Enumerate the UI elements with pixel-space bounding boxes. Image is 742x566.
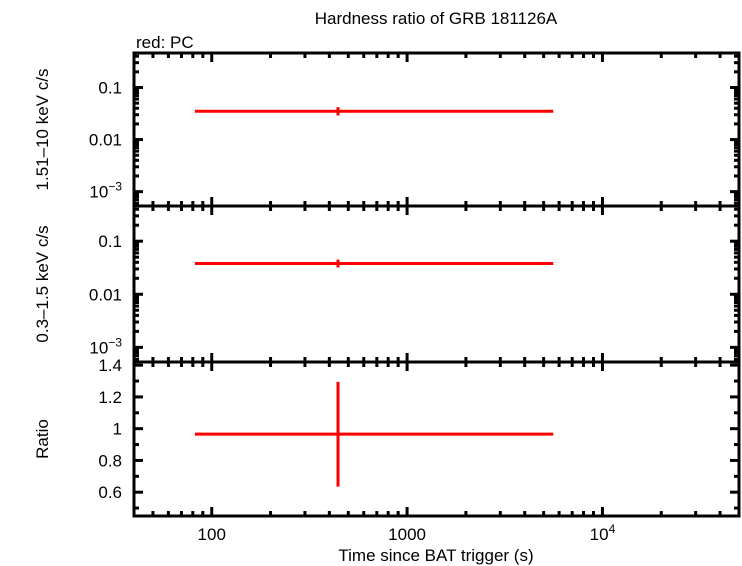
y-axis-label: 1.51–10 keV c/s [33,69,52,191]
y-axis-label: Ratio [33,419,52,459]
y-tick-label: 0.8 [98,451,122,470]
annotation-red-pc: red: PC [136,33,194,52]
chart-title: Hardness ratio of GRB 181126A [315,9,558,28]
y-tick-label: 0.01 [89,131,122,150]
panel-frame-1 [132,204,741,364]
y-tick-label: 0.6 [98,483,122,502]
y-tick-label: 1.4 [98,356,122,375]
x-tick-label: 1000 [388,525,426,544]
panel-frame-2 [132,360,741,518]
x-tick-label: 100 [198,525,226,544]
x-tick-label: 104 [590,522,616,544]
y-tick-label: 0.1 [98,79,122,98]
x-axis-label: Time since BAT trigger (s) [338,546,533,565]
y-tick-label: 1.2 [98,388,122,407]
y-tick-label: 0.01 [89,285,122,304]
y-tick-label: 1 [113,420,122,439]
y-tick-label: 10−3 [89,180,122,202]
panel-frame-0 [132,51,741,208]
y-tick-label: 10−3 [89,335,122,357]
y-tick-label: 0.1 [98,232,122,251]
y-axis-label: 0.3–1.5 keV c/s [33,225,52,342]
